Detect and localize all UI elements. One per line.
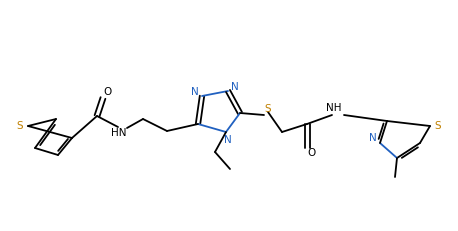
Text: NH: NH: [326, 103, 342, 113]
Text: N: N: [231, 82, 239, 92]
Text: N: N: [191, 87, 199, 97]
Text: N: N: [224, 135, 232, 145]
Text: S: S: [435, 121, 442, 131]
Text: N: N: [369, 133, 377, 143]
Text: HN: HN: [111, 128, 127, 138]
Text: O: O: [104, 87, 112, 97]
Text: S: S: [16, 121, 23, 131]
Text: S: S: [265, 104, 271, 114]
Text: O: O: [308, 148, 316, 158]
